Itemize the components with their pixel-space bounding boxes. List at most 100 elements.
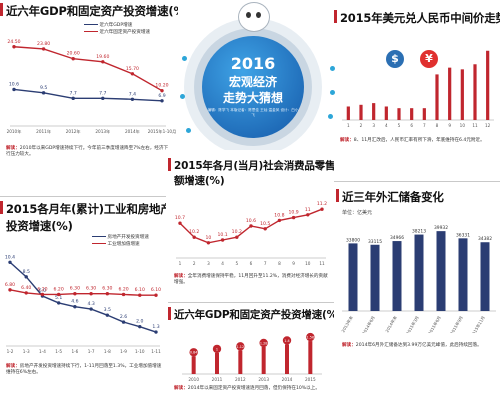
data-point bbox=[73, 305, 77, 309]
data-label: 6.9 bbox=[158, 93, 165, 99]
x-tick-label: 1-3 bbox=[23, 349, 30, 354]
data-label: 10.1 bbox=[217, 232, 227, 238]
x-tick-label: 2013年末 bbox=[340, 315, 354, 334]
x-tick-label: 11 bbox=[319, 261, 325, 266]
value-badge bbox=[259, 338, 268, 348]
panel-body: 解读：8、11月汇改后，人民币汇率有所下滑，年底维持在6.4元附近。 bbox=[340, 138, 496, 144]
hub-title-1: 宏观经济 bbox=[228, 75, 277, 89]
bar bbox=[384, 106, 388, 120]
x-tick-label: 1 bbox=[179, 261, 182, 266]
data-point bbox=[40, 292, 45, 297]
divider bbox=[334, 181, 500, 182]
data-label: 10.6 bbox=[246, 218, 256, 224]
x-tick-label: 2014年 bbox=[125, 128, 140, 135]
data-point bbox=[206, 241, 211, 245]
x-tick-label: 1-2 bbox=[7, 349, 14, 354]
panel-body: 解读：房地产开发投资增速持续下行，1-11月回落至1.3%，工业增加值增速维持在… bbox=[6, 364, 162, 376]
x-tick-label: 7 bbox=[264, 261, 267, 266]
body-label: 解读： bbox=[174, 386, 188, 391]
value-badge bbox=[282, 336, 292, 345]
title-marker bbox=[0, 201, 3, 214]
data-label: 34382 bbox=[478, 236, 492, 242]
x-tick-label: 11 bbox=[472, 123, 478, 128]
data-point bbox=[154, 293, 158, 297]
bar bbox=[285, 344, 289, 374]
data-label: 10.4 bbox=[5, 254, 15, 260]
data-label: 10.2 bbox=[189, 229, 199, 235]
body-text: 2014年6月外汇储备达到3.99万亿美元峰值，此后持续回落。 bbox=[355, 343, 482, 348]
data-point bbox=[154, 330, 158, 334]
bar bbox=[392, 241, 402, 311]
data-label: 1.28 bbox=[260, 341, 268, 345]
body-label: 解读： bbox=[174, 274, 188, 279]
bar bbox=[473, 64, 477, 120]
body-label: 解读： bbox=[342, 343, 356, 348]
x-tick-label: 3 bbox=[207, 261, 210, 266]
data-label: 10.9 bbox=[288, 210, 298, 216]
value-badge bbox=[212, 344, 222, 354]
x-tick-label: 1-4 bbox=[39, 349, 46, 354]
data-label: 11.2 bbox=[317, 201, 327, 207]
x-tick-label: 6 bbox=[410, 123, 413, 128]
data-label: 6.20 bbox=[118, 286, 128, 292]
x-tick-label: 12 bbox=[485, 123, 491, 128]
legend-gdp: 近六年GDP增速 bbox=[99, 23, 133, 28]
hub-title-2: 走势大猜想 bbox=[222, 91, 283, 105]
data-point bbox=[89, 292, 93, 296]
body-text: 8、11月汇改后，人民币汇率有所下滑，年底维持在6.4元附近。 bbox=[353, 138, 485, 143]
data-label: 6.80 bbox=[5, 282, 15, 288]
bar bbox=[458, 238, 468, 311]
data-label: 6.40 bbox=[21, 285, 31, 291]
data-point bbox=[130, 72, 135, 76]
panel-title-1: 2015各月年(累计)工业和房地产开发 bbox=[6, 202, 166, 216]
bar bbox=[460, 69, 464, 120]
data-label: 2.6 bbox=[120, 314, 127, 320]
legend: 近六年GDP增速 近六年固定资产投资增速 bbox=[84, 22, 150, 36]
x-tick-label: 2010 bbox=[188, 377, 199, 382]
data-point bbox=[291, 215, 296, 220]
data-label: 8.5 bbox=[23, 269, 30, 275]
data-label: 34966 bbox=[390, 235, 404, 241]
body-text: 2014年以来固定资产投资增速逐月回落，但仍保持在10%以上。 bbox=[187, 386, 320, 391]
x-tick-label: 10 bbox=[460, 123, 466, 128]
data-label: 1.56 bbox=[307, 335, 315, 339]
panel-body: 解读：全年消费增速保持平稳，11月回升至11.2%，消费对经济增长的贡献增强。 bbox=[174, 274, 330, 286]
data-point bbox=[56, 292, 61, 297]
data-point bbox=[101, 96, 105, 101]
data-label: 6.10 bbox=[151, 287, 161, 293]
legend-investment: 近六年固定资产投资增速 bbox=[99, 30, 151, 35]
body-text: 全年消费增速保持平稳，11月回升至11.2%，消费对经济增长的贡献增强。 bbox=[174, 274, 328, 286]
data-label: 10.5 bbox=[260, 221, 270, 227]
data-point bbox=[105, 313, 110, 317]
x-tick-label: 2 bbox=[193, 261, 196, 266]
bar bbox=[261, 346, 266, 374]
data-point bbox=[8, 260, 12, 264]
data-label: 6.30 bbox=[70, 286, 80, 292]
x-tick-label: 2015年11月 bbox=[469, 315, 486, 334]
x-tick-label: 2012年 bbox=[66, 128, 81, 135]
value-badge bbox=[189, 348, 198, 357]
body-text: 房地产开发投资增速持续下行，1-11月回落至1.3%，工业增加值增速维持在6%左… bbox=[6, 364, 162, 376]
data-label: 2.0 bbox=[136, 319, 143, 325]
x-tick-label: 2011年 bbox=[36, 128, 51, 135]
panel-body: 解读：2010年以来GDP增速持续下行。今年前三季度增速降至7%左右，经济下行压… bbox=[6, 146, 172, 158]
panel-retail: 2015年各月(当月)社会消费品零售总 额增速(%) 10.7 10.2 10 10.… bbox=[168, 152, 334, 302]
data-label: 33115 bbox=[368, 239, 382, 245]
bar bbox=[422, 108, 426, 120]
data-label: 6.20 bbox=[54, 286, 64, 292]
data-label: 10.8 bbox=[274, 212, 284, 218]
x-tick-label: 1-7 bbox=[88, 349, 95, 354]
x-tick-label: 4 bbox=[385, 123, 388, 128]
x-tick-label: 2011 bbox=[212, 377, 223, 382]
x-tick-label: 8 bbox=[436, 123, 439, 128]
x-tick-label: 2014年6月 bbox=[360, 315, 376, 334]
x-tick-label: 4 bbox=[221, 261, 224, 266]
x-tick-label: 1 bbox=[347, 123, 350, 128]
data-point bbox=[306, 213, 310, 217]
data-point bbox=[73, 292, 77, 296]
series-line bbox=[13, 46, 163, 92]
data-label: 7.4 bbox=[129, 91, 136, 97]
panel-industry: 2015各月年(累计)工业和房地产开发 投资增速(%) 房地产开发投资增速 工业… bbox=[0, 198, 166, 415]
data-point bbox=[320, 207, 324, 211]
x-tick-label: 1-5 bbox=[55, 349, 62, 354]
